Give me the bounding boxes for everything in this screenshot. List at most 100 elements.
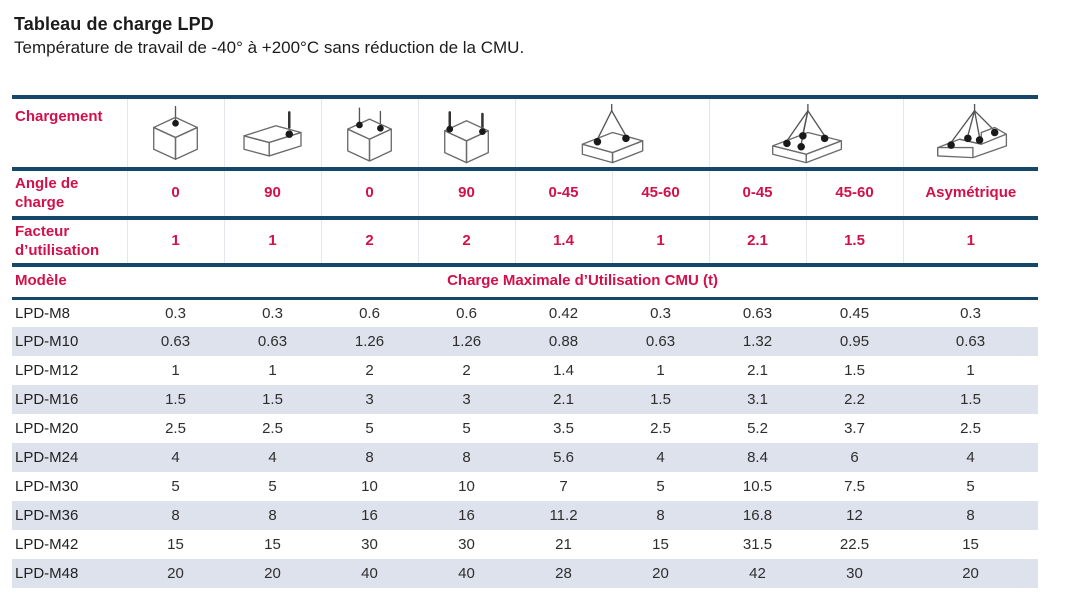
cmu-value-cell: 8 (966, 507, 975, 524)
cmu-value-cell: 0.63 (742, 304, 773, 322)
cmu-value-cell: 3.1 (747, 391, 768, 408)
cmu-value-cell: 1.26 (451, 333, 482, 350)
cmu-value-cell: 3 (462, 391, 471, 408)
lift-single-point-side-90deg-icon (225, 104, 321, 166)
angle-row: Angle de charge 0 90 0 90 0-45 45-60 0-4… (12, 169, 1039, 220)
cmu-value-cell: 2.5 (960, 420, 981, 437)
lift-single-point-top-0deg-icon (128, 104, 224, 166)
cmu-value-cell: 8.4 (747, 449, 768, 466)
angle-value: 45-60 (805, 169, 904, 220)
icon-cell (126, 95, 224, 171)
factor-value: 1 (223, 218, 321, 267)
model-label: Modèle (12, 265, 127, 300)
cmu-value-cell: 30 (361, 536, 378, 553)
model-cell: LPD-M24 (15, 449, 79, 466)
cmu-value-cell: 5 (268, 478, 277, 495)
cmu-value-cell: 5 (171, 478, 180, 495)
cmu-value-cell: 16 (361, 507, 378, 524)
page-title: Tableau de charge LPD (14, 14, 214, 34)
cmu-value-cell: 1 (966, 362, 975, 379)
cmu-value-cell: 30 (846, 565, 863, 582)
cmu-value-cell: 1 (268, 362, 277, 379)
cmu-value-cell: 0.6 (359, 304, 380, 322)
cmu-value-cell: 7.5 (844, 478, 865, 495)
cmu-value-cell: 40 (361, 565, 378, 582)
table-row: LPD-M10 0.63 0.63 1.26 1.26 0.88 0.63 1.32 0.95 0… (12, 327, 1039, 356)
cmu-value-cell: 5 (966, 478, 975, 495)
cmu-value-cell: 15 (652, 536, 669, 553)
angle-value: 90 (417, 169, 515, 220)
cmu-value-cell: 3.5 (553, 420, 574, 437)
lift-two-points-side-90deg-icon (419, 104, 515, 166)
cmu-value-cell: 4 (966, 449, 975, 466)
cmu-value-cell: 15 (167, 536, 184, 553)
cmu-value-cell: 0.3 (165, 304, 186, 322)
cmu-value-cell: 15 (264, 536, 281, 553)
angle-value: 0 (126, 169, 224, 220)
lift-two-points-top-0deg-icon (322, 104, 418, 166)
table-row: LPD-M8 0.3 0.3 0.6 0.6 0.42 0.3 0.63 0.45 0.3 (12, 298, 1038, 327)
cmu-value-cell: 2 (365, 362, 374, 379)
cmu-value-cell: 1.5 (960, 391, 981, 408)
cmu-value-cell: 5 (462, 420, 471, 437)
cmu-value-cell: 30 (458, 536, 475, 553)
cmu-value-cell: 20 (652, 565, 669, 582)
cmu-value-cell: 2.5 (165, 420, 186, 437)
model-cell: LPD-M48 (15, 565, 79, 582)
cmu-value-cell: 10 (458, 478, 475, 495)
cmu-value-cell: 1.32 (742, 333, 773, 350)
chargement-row: Chargement (12, 95, 1039, 171)
model-cell: LPD-M20 (15, 420, 79, 437)
cmu-value-cell: 16 (458, 507, 475, 524)
model-header-row: Modèle Charge Maximale d’Utilisation CMU… (12, 265, 1039, 300)
cmu-value-cell: 0.42 (548, 304, 579, 322)
cmu-value-cell: 1.5 (165, 391, 186, 408)
cmu-value-cell: 5.2 (747, 420, 768, 437)
cmu-value-cell: 8 (462, 449, 471, 466)
cmu-value-cell: 2.5 (650, 420, 671, 437)
cmu-value-cell: 0.63 (645, 333, 676, 350)
cmu-value-cell: 1.5 (650, 391, 671, 408)
cmu-value-cell: 28 (555, 565, 572, 582)
cmu-value-cell: 0.3 (262, 304, 283, 322)
icon-cell (223, 95, 321, 171)
cmu-value-cell: 5 (656, 478, 665, 495)
cmu-value-cell: 2 (462, 362, 471, 379)
cmu-value-cell: 0.45 (839, 304, 870, 322)
cmu-value-cell: 2.5 (262, 420, 283, 437)
load-chart-table: Chargement (12, 95, 1039, 588)
table-row: LPD-M24 4 4 8 8 5.6 4 8.4 6 4 (12, 443, 1039, 472)
cmu-table-body: LPD-M8 0.3 0.3 0.6 0.6 0.42 0.3 0.63 0.45 0.3 LPD-… (12, 298, 1039, 588)
factor-value: 2 (417, 218, 515, 267)
cmu-value-cell: 6 (850, 449, 859, 466)
model-cell: LPD-M10 (15, 333, 79, 350)
model-cell: LPD-M36 (15, 507, 79, 524)
cmu-value-cell: 2.1 (747, 362, 768, 379)
factor-value: 2.1 (708, 218, 807, 267)
factor-value: 1.4 (514, 218, 612, 267)
factor-label: Facteur d’utilisation (12, 218, 127, 267)
icon-cell (708, 95, 904, 171)
cmu-value-cell: 0.6 (456, 304, 477, 322)
cmu-value-cell: 0.3 (650, 304, 671, 322)
factor-value: 1.5 (805, 218, 904, 267)
cmu-value-cell: 10 (361, 478, 378, 495)
cmu-value-cell: 12 (846, 507, 863, 524)
table-row: LPD-M20 2.5 2.5 5 5 3.5 2.5 5.2 3.7 2.5 (12, 414, 1038, 443)
cmu-value-cell: 20 (962, 565, 979, 582)
table-row: LPD-M16 1.5 1.5 3 3 2.1 1.5 3.1 2.2 1.5 (12, 385, 1039, 414)
table-row: LPD-M48 20 20 40 40 28 20 42 30 20 (12, 559, 1039, 588)
cmu-value-cell: 5.6 (553, 449, 574, 466)
cmu-value-cell: 16.8 (742, 507, 773, 524)
cmu-header: Charge Maximale d’Utilisation CMU (t) (127, 265, 1039, 300)
cmu-value-cell: 21 (555, 536, 572, 553)
angle-value: 0-45 (708, 169, 807, 220)
cmu-value-cell: 1 (656, 362, 665, 379)
cmu-value-cell: 0.3 (960, 304, 981, 322)
factor-value: 1 (611, 218, 710, 267)
cmu-value-cell: 8 (656, 507, 665, 524)
angle-value: 90 (223, 169, 321, 220)
lift-four-leg-sling-icon (710, 103, 903, 166)
cmu-value-cell: 40 (458, 565, 475, 582)
cmu-value-cell: 3 (365, 391, 374, 408)
